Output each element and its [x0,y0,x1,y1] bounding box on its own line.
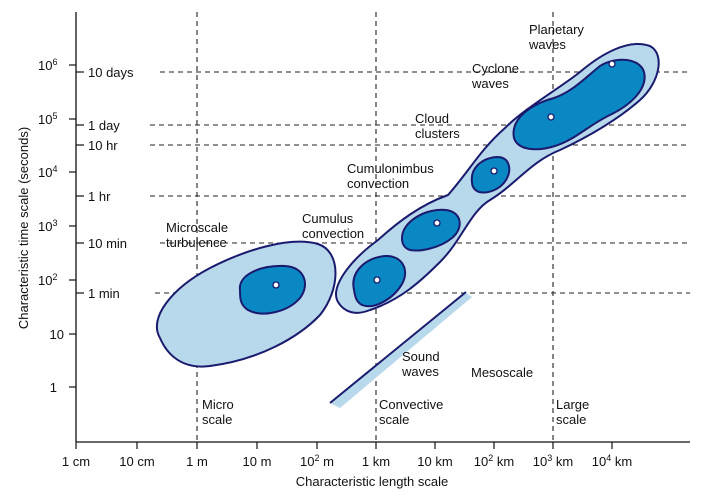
x-tick-label: 102 km [474,453,514,469]
time-label-1-min: 1 min [88,286,120,301]
x-tick-label: 1 km [362,454,390,469]
label-large-scale: Large scale [556,397,593,427]
x-tick-label: 10 m [243,454,272,469]
y-tick-label: 106 [38,57,57,73]
label-cumulonimbus-convection: Cumulonimbus convection [347,161,437,191]
x-tick-label: 102 m [300,453,334,469]
y-tick-label: 105 [38,111,57,127]
y-tick-label: 103 [38,218,57,234]
y-tick-label: 104 [38,164,57,180]
y-tick-label: 10 [50,327,64,342]
time-label-10-min: 10 min [88,236,127,251]
time-label-1-hr: 1 hr [88,189,111,204]
cyclone-center-marker [547,113,555,121]
y-tick-label: 102 [38,272,57,288]
label-cumulus-convection: Cumulus convection [302,211,364,241]
cumulus-center-marker [373,276,381,284]
cloud-cluster-center-marker [490,167,498,175]
time-label-10-days: 10 days [88,65,134,80]
x-tick-label: 1 cm [62,454,90,469]
cloud-cluster-core [470,155,511,194]
x-tick-label: 104 km [592,453,632,469]
x-tick-label: 103 km [533,453,573,469]
x-tick-label: 10 cm [119,454,154,469]
label-microscale-turbulence: Microscale turbulence [166,220,232,250]
cyclone-planetary-core [512,58,646,151]
y-axis-title: Characteristic time scale (seconds) [16,127,31,329]
cumulonimbus-core [400,208,461,252]
cumulonimbus-center-marker [433,219,441,227]
label-cloud-clusters: Cloud clusters [415,111,460,141]
label-sound-waves: Sound waves [401,349,443,379]
sound-waves-edge [329,291,467,404]
label-planetary-waves: Planetary waves [528,22,588,52]
label-micro-scale: Micro scale [202,397,237,427]
x-tick-label: 1 m [186,454,208,469]
sound-waves-band [330,293,472,408]
time-label-10-hr: 10 hr [88,138,118,153]
label-mesoscale: Mesoscale [471,365,533,380]
y-tick-label: 1 [50,380,57,395]
label-cyclone-waves: Cyclone waves [471,61,523,91]
x-axis-title: Characteristic length scale [296,474,448,489]
microscale-core [238,264,306,315]
label-convective-scale: Convective scale [379,397,447,427]
x-tick-label: 10 km [417,454,452,469]
microscale-center-marker [272,281,280,289]
time-label-1-day: 1 day [88,118,120,133]
planetary-center-marker [608,60,616,68]
